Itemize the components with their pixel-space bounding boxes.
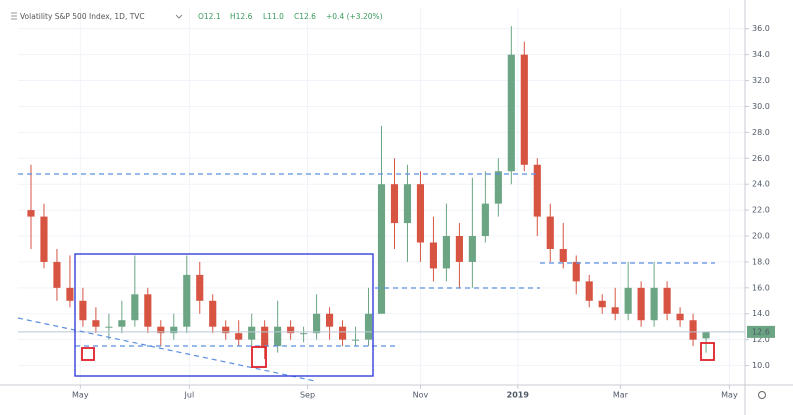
candle-body (209, 300, 217, 327)
settings-icon[interactable] (758, 391, 766, 399)
last-price-badge (747, 325, 775, 338)
symbol-title: Volatility S&P 500 Index, 1D, TVC (20, 12, 145, 21)
last-price-label: 12.6 (752, 327, 770, 336)
x-tick-label: 2019 (507, 391, 530, 400)
menu-icon[interactable] (11, 12, 17, 20)
y-tick-label: 24.0 (752, 180, 770, 189)
ohlc-open: O12.1 (198, 12, 221, 21)
ohlc-high: H12.6 (230, 12, 253, 21)
candle-body (689, 320, 697, 340)
candle-body (429, 242, 437, 269)
candle-body (79, 300, 87, 321)
candle-body (611, 307, 619, 314)
ohlc-change: +0.4 (+3.20%) (326, 12, 383, 21)
candle-body (287, 326, 295, 334)
candle-body (196, 274, 204, 301)
y-tick-label: 18.0 (752, 257, 770, 266)
candle-body (494, 171, 502, 204)
candle-body (222, 326, 230, 334)
candle-body (455, 236, 463, 262)
y-tick-label: 12.0 (752, 335, 770, 344)
y-tick-label: 20.0 (752, 232, 770, 241)
ohlc-close: C12.6 (294, 12, 316, 21)
candle-body (663, 287, 671, 314)
candle-body (92, 320, 100, 327)
candle-body (403, 184, 412, 224)
y-tick-label: 32.0 (752, 76, 770, 85)
candle-body (351, 339, 360, 341)
candle-body (118, 320, 126, 327)
candle-body (416, 184, 425, 243)
candle-body (40, 216, 48, 262)
y-tick-label: 34.0 (752, 50, 770, 59)
dashed-trendline (17, 317, 316, 382)
candle-body (624, 287, 632, 314)
candle-body (364, 313, 373, 340)
candle-body (546, 216, 554, 249)
candle-body (27, 210, 35, 217)
candle-body (585, 281, 593, 301)
candle-body (559, 248, 567, 262)
drawings (17, 173, 715, 382)
candle-body (338, 326, 347, 340)
candle-body (650, 287, 658, 321)
candle-body (105, 326, 113, 328)
candle-body (390, 184, 399, 224)
candle-body (533, 164, 541, 217)
highlight-box (251, 346, 267, 368)
candle-body (520, 54, 528, 165)
y-tick-label: 14.0 (752, 309, 770, 318)
highlight-box (81, 347, 95, 361)
candle-body (235, 333, 243, 340)
ohlc-low: L11.0 (263, 12, 284, 21)
candle-body (481, 203, 489, 237)
candle-body (131, 294, 139, 321)
candle-body (442, 236, 450, 269)
candle-body (300, 333, 308, 335)
candle-body (274, 326, 282, 347)
candle-body (261, 326, 269, 347)
y-tick-label: 28.0 (752, 128, 770, 137)
highlight-box (700, 342, 715, 361)
candle-body (170, 326, 178, 334)
candle-body (248, 326, 256, 340)
x-tick-label: May (721, 391, 738, 400)
candle-body (702, 331, 710, 339)
candle-body (326, 313, 334, 327)
candle-body (144, 294, 152, 327)
y-tick-label: 22.0 (752, 206, 770, 215)
y-tick-label: 26.0 (752, 154, 770, 163)
y-tick-label: 10.0 (752, 361, 770, 370)
candle-body (598, 300, 606, 308)
x-tick-label: Jul (184, 391, 195, 400)
x-tick-label: Mar (613, 391, 629, 400)
candle-body (468, 236, 476, 262)
y-tick-label: 30.0 (752, 102, 770, 111)
candle-body (507, 54, 515, 172)
candle-body (66, 287, 74, 301)
range-box (74, 253, 374, 377)
candle-body (676, 313, 684, 321)
dropdown-icon[interactable] (175, 14, 183, 19)
candle-body (572, 261, 580, 282)
candle-body (53, 261, 61, 288)
x-tick-label: Sep (300, 391, 315, 400)
x-tick-label: Nov (413, 391, 429, 400)
y-tick-label: 16.0 (752, 283, 770, 292)
candles (18, 26, 745, 360)
candle-body (313, 313, 321, 334)
x-tick-label: May (72, 391, 89, 400)
candle-body (183, 274, 191, 327)
candle-body (637, 287, 645, 321)
y-tick-label: 36.0 (752, 24, 770, 33)
candle-body (377, 184, 386, 314)
candle-body (157, 326, 165, 334)
header: Volatility S&P 500 Index, 1D, TVC O12.1 … (11, 12, 383, 21)
